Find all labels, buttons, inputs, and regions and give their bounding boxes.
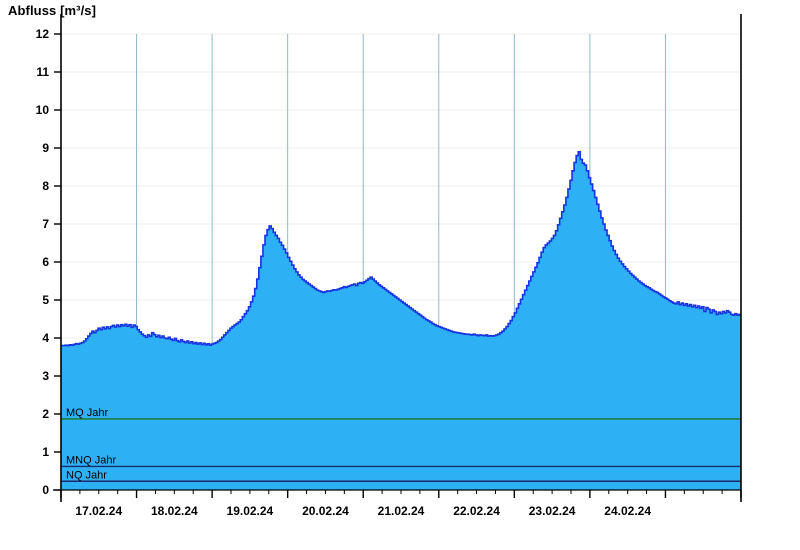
y-tick-label: 1	[42, 445, 49, 459]
y-tick-label: 5	[42, 293, 49, 307]
x-tick-label: 22.02.24	[453, 504, 500, 518]
page-title: Abfluss [m³/s]	[8, 3, 97, 18]
reference-line-label-1: MNQ Jahr	[66, 454, 116, 466]
reference-line-label-2: NQ Jahr	[66, 469, 107, 481]
y-tick-label: 7	[42, 217, 49, 231]
y-tick-label: 12	[36, 27, 50, 41]
y-tick-label: 2	[42, 407, 49, 421]
y-tick-label: 10	[36, 103, 50, 117]
x-tick-label: 17.02.24	[75, 504, 122, 518]
reference-line-label-0: MQ Jahr	[66, 407, 109, 419]
x-tick-label: 20.02.24	[302, 504, 349, 518]
y-tick-label: 3	[42, 369, 49, 383]
x-tick-label: 23.02.24	[529, 504, 576, 518]
x-tick-label: 18.02.24	[151, 504, 198, 518]
y-tick-label: 6	[42, 255, 49, 269]
discharge-area	[61, 151, 741, 491]
x-tick-label: 24.02.24	[604, 504, 651, 518]
y-tick-label: 0	[42, 483, 49, 497]
x-tick-label: 21.02.24	[378, 504, 425, 518]
y-tick-label: 9	[42, 141, 49, 155]
y-tick-label: 4	[42, 331, 49, 345]
x-tick-label: 19.02.24	[227, 504, 274, 518]
discharge-line	[61, 151, 741, 347]
y-tick-label: 11	[36, 65, 49, 79]
y-tick-label: 8	[42, 179, 49, 193]
